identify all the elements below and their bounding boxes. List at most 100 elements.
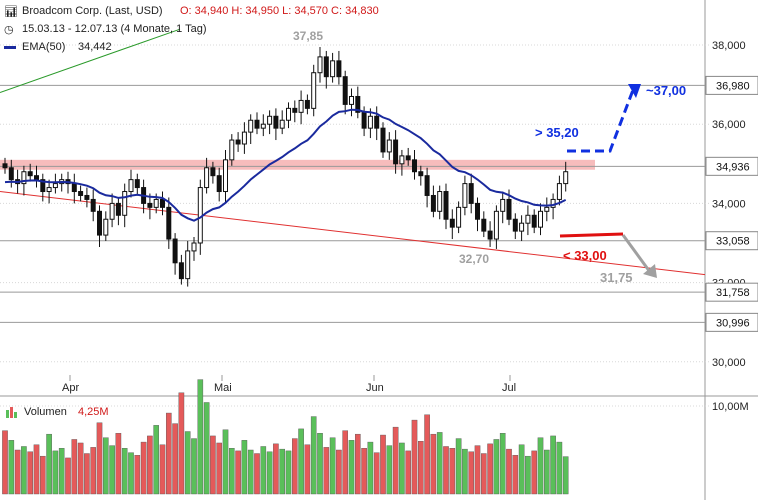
candle-body <box>449 218 455 228</box>
volume-bar <box>184 431 191 495</box>
volume-bar <box>121 448 128 495</box>
candle-body <box>109 202 115 220</box>
price-marker-box <box>705 231 758 251</box>
candle-body <box>424 175 430 196</box>
volume-bar <box>436 432 443 495</box>
y-tick-label: 34,000 <box>712 198 746 210</box>
volume-bar <box>128 452 134 495</box>
downside-target-annotation: 31,75 <box>600 270 633 285</box>
volume-bar <box>254 453 260 495</box>
volume-bar <box>216 442 223 495</box>
volume-bar <box>462 448 468 495</box>
volume-bar <box>210 435 216 495</box>
volume-label: Volumen <box>24 406 67 418</box>
candle-body <box>40 179 46 193</box>
volume-bar <box>165 412 172 495</box>
breakdown-annotation: < 33,00 <box>563 248 607 263</box>
volume-bar <box>33 444 40 495</box>
volume-bar <box>550 435 556 495</box>
candle-body <box>380 127 386 153</box>
volume-icon <box>6 407 17 421</box>
volume-bar <box>537 437 544 495</box>
price-marker-label: 33,058 <box>716 236 750 248</box>
candle-body <box>223 159 228 193</box>
candle-body <box>153 198 159 208</box>
volume-bar <box>292 438 298 495</box>
volume-bar <box>443 446 449 495</box>
volume-bar <box>260 446 267 495</box>
candle-body <box>178 262 184 280</box>
candle-body <box>298 99 304 113</box>
volume-bar <box>487 443 493 495</box>
volume-bar <box>544 449 550 495</box>
ema-label: EMA(50) <box>22 41 66 53</box>
candle-body <box>342 76 348 105</box>
volume-bar <box>241 440 248 495</box>
resistance-zone <box>0 159 595 170</box>
volume-bar <box>235 450 241 495</box>
volume-bar <box>386 445 393 495</box>
volume-bar <box>273 443 279 495</box>
candle-body <box>512 218 518 232</box>
ohlc-readout: O: 34,940 H: 34,950 L: 34,570 C: 34,830 <box>180 5 379 17</box>
candle-body <box>8 167 14 181</box>
candle-body <box>273 115 279 129</box>
volume-bar <box>474 445 481 495</box>
candle-body <box>399 155 405 165</box>
price-marker-box <box>705 282 758 302</box>
volume-value: 4,25M <box>78 406 109 418</box>
volume-bar <box>77 442 84 495</box>
candle-body <box>538 210 543 228</box>
candle-body <box>393 139 399 165</box>
volume-bar <box>329 437 336 495</box>
bullish-arrowhead <box>628 84 641 98</box>
candle-body <box>21 171 27 185</box>
candle-body <box>412 159 417 173</box>
volume-tick-label: 10,00M <box>712 401 749 413</box>
candle-body <box>115 202 121 216</box>
candle-body <box>248 119 254 133</box>
candle-body <box>405 155 411 161</box>
volume-bar <box>172 423 178 495</box>
volume-bar <box>134 455 141 495</box>
volume-bar <box>411 419 418 495</box>
volume-bar <box>304 444 311 495</box>
volume-bar <box>562 456 569 495</box>
volume-bar <box>418 441 424 495</box>
volume-bar <box>58 448 65 495</box>
candle-body <box>267 115 273 125</box>
volume-bar <box>506 448 512 495</box>
candle-body <box>487 230 493 240</box>
candle-body <box>323 56 329 78</box>
y-tick-label: 38,000 <box>712 40 746 52</box>
period-text: 15.03.13 - 12.07.13 (4 Monate, 1 Tag) <box>22 23 207 35</box>
candle-body <box>374 115 380 129</box>
volume-bar <box>140 441 147 495</box>
volume-bar <box>361 448 367 495</box>
volume-bar <box>8 440 15 495</box>
candle-body <box>531 214 537 228</box>
volume-bar <box>102 437 109 495</box>
volume-bar <box>191 438 197 495</box>
volume-bar <box>228 448 235 495</box>
candle-body <box>166 206 172 240</box>
candle-body <box>544 206 550 212</box>
candle-body <box>241 131 247 145</box>
candle-body <box>160 198 165 208</box>
volume-bar <box>46 433 52 495</box>
volume-bar <box>298 428 304 495</box>
y-tick-label: 36,000 <box>712 119 746 131</box>
volume-bar <box>197 379 204 495</box>
x-tick-label: Jul <box>502 382 516 394</box>
clock-icon: ◷ <box>4 24 14 36</box>
up-trend-line <box>0 28 181 93</box>
candle-body <box>367 115 373 129</box>
volume-bar <box>2 430 8 495</box>
candle-body <box>84 194 90 200</box>
volume-bar <box>405 450 412 495</box>
candle-body <box>519 222 525 232</box>
chart-type-icon[interactable]: 📊︎ <box>4 6 18 18</box>
volume-bar <box>317 433 323 495</box>
candle-body <box>34 175 39 181</box>
